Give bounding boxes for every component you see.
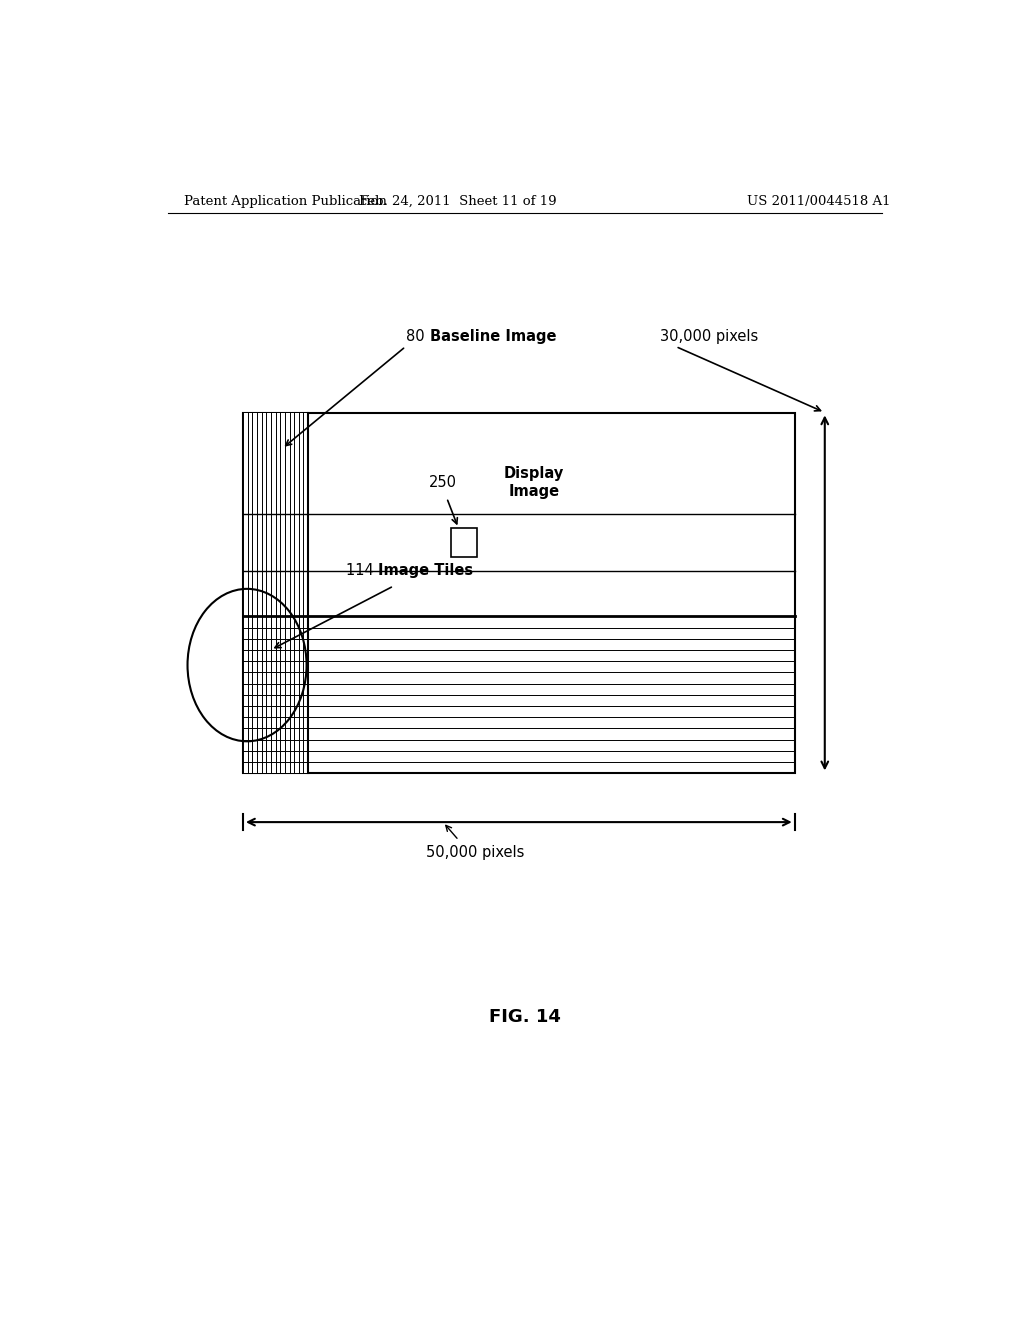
Text: 30,000 pixels: 30,000 pixels xyxy=(659,329,758,343)
Text: Display
Image: Display Image xyxy=(504,466,564,499)
Bar xyxy=(243,413,795,774)
Bar xyxy=(451,528,477,557)
Text: 250: 250 xyxy=(429,475,457,490)
Text: 80: 80 xyxy=(407,329,430,343)
Text: Patent Application Publication: Patent Application Publication xyxy=(183,194,386,207)
Text: Image Tiles: Image Tiles xyxy=(378,564,473,578)
Text: Baseline Image: Baseline Image xyxy=(430,329,556,343)
Text: 114: 114 xyxy=(346,564,378,578)
Text: US 2011/0044518 A1: US 2011/0044518 A1 xyxy=(746,194,890,207)
Text: FIG. 14: FIG. 14 xyxy=(488,1008,561,1026)
Bar xyxy=(243,413,308,774)
Text: Feb. 24, 2011  Sheet 11 of 19: Feb. 24, 2011 Sheet 11 of 19 xyxy=(358,194,556,207)
Text: 50,000 pixels: 50,000 pixels xyxy=(426,845,524,861)
